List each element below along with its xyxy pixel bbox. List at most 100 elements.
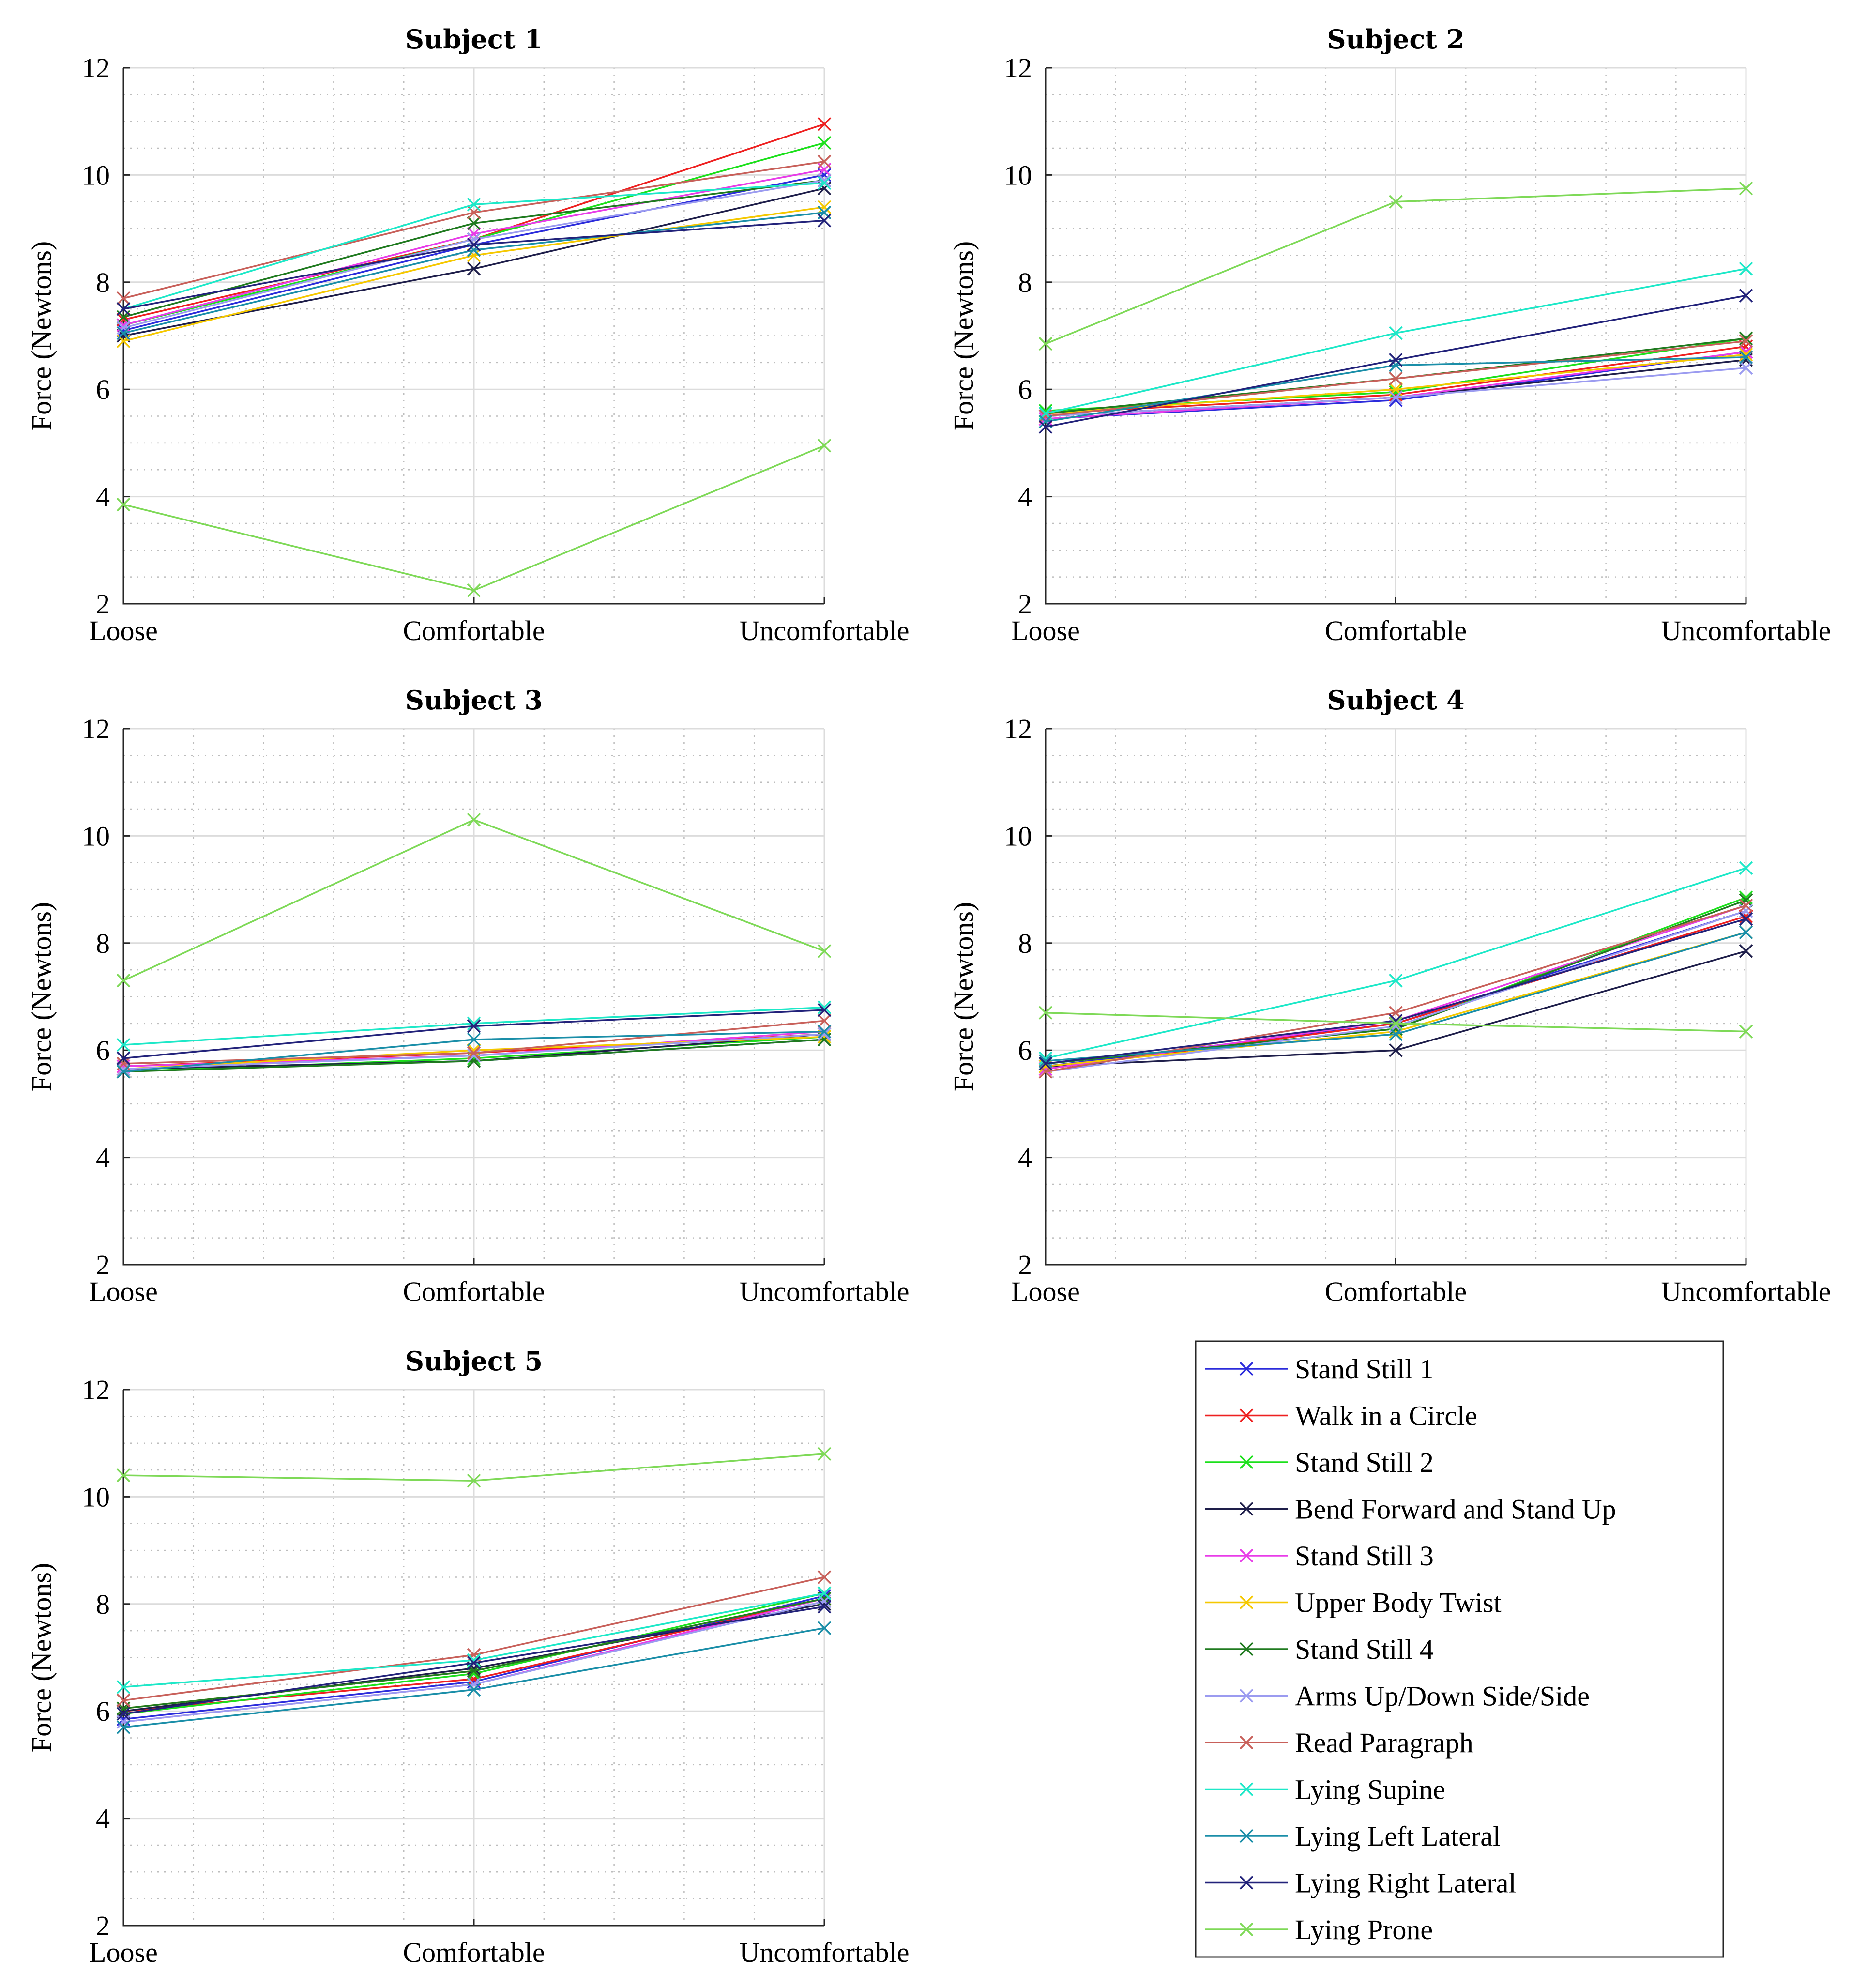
data-point-marker [467, 812, 481, 827]
subplot-title: Subject 1 [405, 24, 543, 55]
y-tick-label: 8 [1018, 267, 1032, 298]
y-tick-label: 10 [82, 159, 110, 191]
data-point-marker [817, 1000, 832, 1014]
series-lying-left-lateral [116, 1621, 832, 1734]
legend-label: Walk in a Circle [1295, 1400, 1477, 1432]
data-point-marker [467, 1653, 481, 1667]
data-point-marker [467, 583, 481, 597]
data-point-marker [1739, 181, 1753, 196]
data-point-marker [1389, 195, 1403, 209]
data-point-marker [1389, 1016, 1403, 1031]
data-point-marker [467, 1046, 481, 1060]
y-tick-label: 6 [1018, 1035, 1032, 1066]
data-point-marker [1739, 861, 1753, 875]
y-tick-label: 4 [96, 481, 110, 513]
series-read-paragraph [1038, 334, 1753, 423]
data-point-marker [467, 1016, 481, 1031]
legend-entry: Stand Still 1 [1205, 1353, 1434, 1385]
data-point-marker [1389, 1043, 1403, 1057]
data-point-marker [1389, 974, 1403, 988]
y-tick-label: 12 [82, 52, 110, 84]
y-tick-label: 2 [96, 1249, 110, 1281]
legend-swatch-marker [1239, 1642, 1254, 1656]
data-point-marker [1739, 261, 1753, 276]
data-point-marker [1739, 944, 1753, 958]
data-point-marker [467, 261, 481, 276]
data-point-marker [1389, 371, 1403, 386]
data-point-marker [817, 1030, 832, 1044]
series-lying-prone [1038, 1006, 1753, 1039]
series-lying-left-lateral [116, 1025, 832, 1079]
series-lying-prone [116, 812, 832, 988]
data-point-marker [817, 176, 832, 190]
data-point-marker [817, 117, 832, 131]
legend-swatch-marker [1239, 1455, 1254, 1469]
legend-entry: Lying Supine [1205, 1774, 1445, 1805]
data-point-marker [1389, 390, 1403, 405]
data-point-marker [817, 1447, 832, 1461]
y-tick-label: 2 [96, 1910, 110, 1942]
legend-swatch-marker [1239, 1735, 1254, 1750]
x-tick-label: Loose [89, 1276, 158, 1307]
y-tick-label: 12 [82, 713, 110, 745]
legend-swatch-marker [1239, 1829, 1254, 1843]
data-point-marker [1739, 1025, 1753, 1039]
data-point-marker [116, 974, 131, 988]
data-point-marker [1389, 388, 1403, 402]
y-tick-label: 12 [1004, 52, 1032, 84]
legend-label: Lying Supine [1295, 1774, 1445, 1805]
legend-entry: Walk in a Circle [1205, 1400, 1477, 1432]
data-point-marker [1389, 326, 1403, 340]
y-tick-label: 2 [96, 588, 110, 620]
data-point-marker [116, 497, 131, 512]
x-tick-label: Uncomfortable [1661, 615, 1831, 646]
data-point-marker [817, 1003, 832, 1017]
y-tick-label: 10 [1004, 159, 1032, 191]
data-point-marker [1389, 1014, 1403, 1028]
data-point-marker [817, 1027, 832, 1041]
data-point-marker [817, 1014, 832, 1028]
data-point-marker [1739, 348, 1753, 362]
data-point-marker [116, 326, 131, 340]
series-read-paragraph [116, 1014, 832, 1071]
legend-swatch-marker [1239, 1876, 1254, 1890]
data-point-marker [467, 1043, 481, 1057]
data-point-marker [1739, 345, 1753, 359]
data-point-marker [467, 232, 481, 246]
legend-entry: Lying Left Lateral [1205, 1820, 1501, 1852]
legend-entry: Upper Body Twist [1205, 1587, 1502, 1619]
x-tick-label: Comfortable [1325, 1276, 1467, 1307]
legend-swatch-marker [1239, 1502, 1254, 1516]
data-point-marker [1038, 420, 1053, 434]
data-point-marker [467, 1473, 481, 1488]
data-point-marker [1739, 925, 1753, 939]
series-lying-right-lateral [116, 1003, 832, 1066]
series-lying-right-lateral [1038, 289, 1753, 434]
legend-label: Stand Still 2 [1295, 1447, 1434, 1478]
y-tick-label: 6 [1018, 374, 1032, 405]
legend-swatch-marker [1239, 1689, 1254, 1703]
subplot-5: 2 4 6 8 10 12 Loose Comfortable Uncomfortable Sub… [26, 1346, 910, 1968]
data-point-marker [116, 1707, 131, 1721]
subplot-title: Subject 5 [405, 1346, 543, 1376]
legend-entries: Stand Still 1 Walk in a Circle Stand Still… [1205, 1353, 1616, 1945]
y-tick-label: 2 [1018, 1249, 1032, 1281]
y-tick-label: 12 [82, 1374, 110, 1406]
legend-swatch-marker [1239, 1782, 1254, 1796]
data-point-marker [116, 302, 131, 316]
data-point-marker [1739, 350, 1753, 365]
y-axis-label: Force (Newtons) [948, 241, 979, 430]
series-lying-left-lateral [1038, 350, 1753, 428]
data-point-marker [467, 1656, 481, 1670]
data-point-marker [817, 173, 832, 187]
data-point-marker [817, 214, 832, 228]
data-point-marker [116, 1468, 131, 1483]
legend: Stand Still 1 Walk in a Circle Stand Still… [1195, 1340, 1724, 1958]
x-tick-label: Loose [89, 1937, 158, 1968]
data-point-marker [1739, 334, 1753, 348]
subplot-panels: 2 4 6 8 10 12 Loose Comfortable Uncomfortable Sub… [26, 24, 1831, 1968]
data-point-marker [817, 154, 832, 168]
legend-label: Upper Body Twist [1295, 1587, 1502, 1619]
data-point-marker [116, 1038, 131, 1052]
